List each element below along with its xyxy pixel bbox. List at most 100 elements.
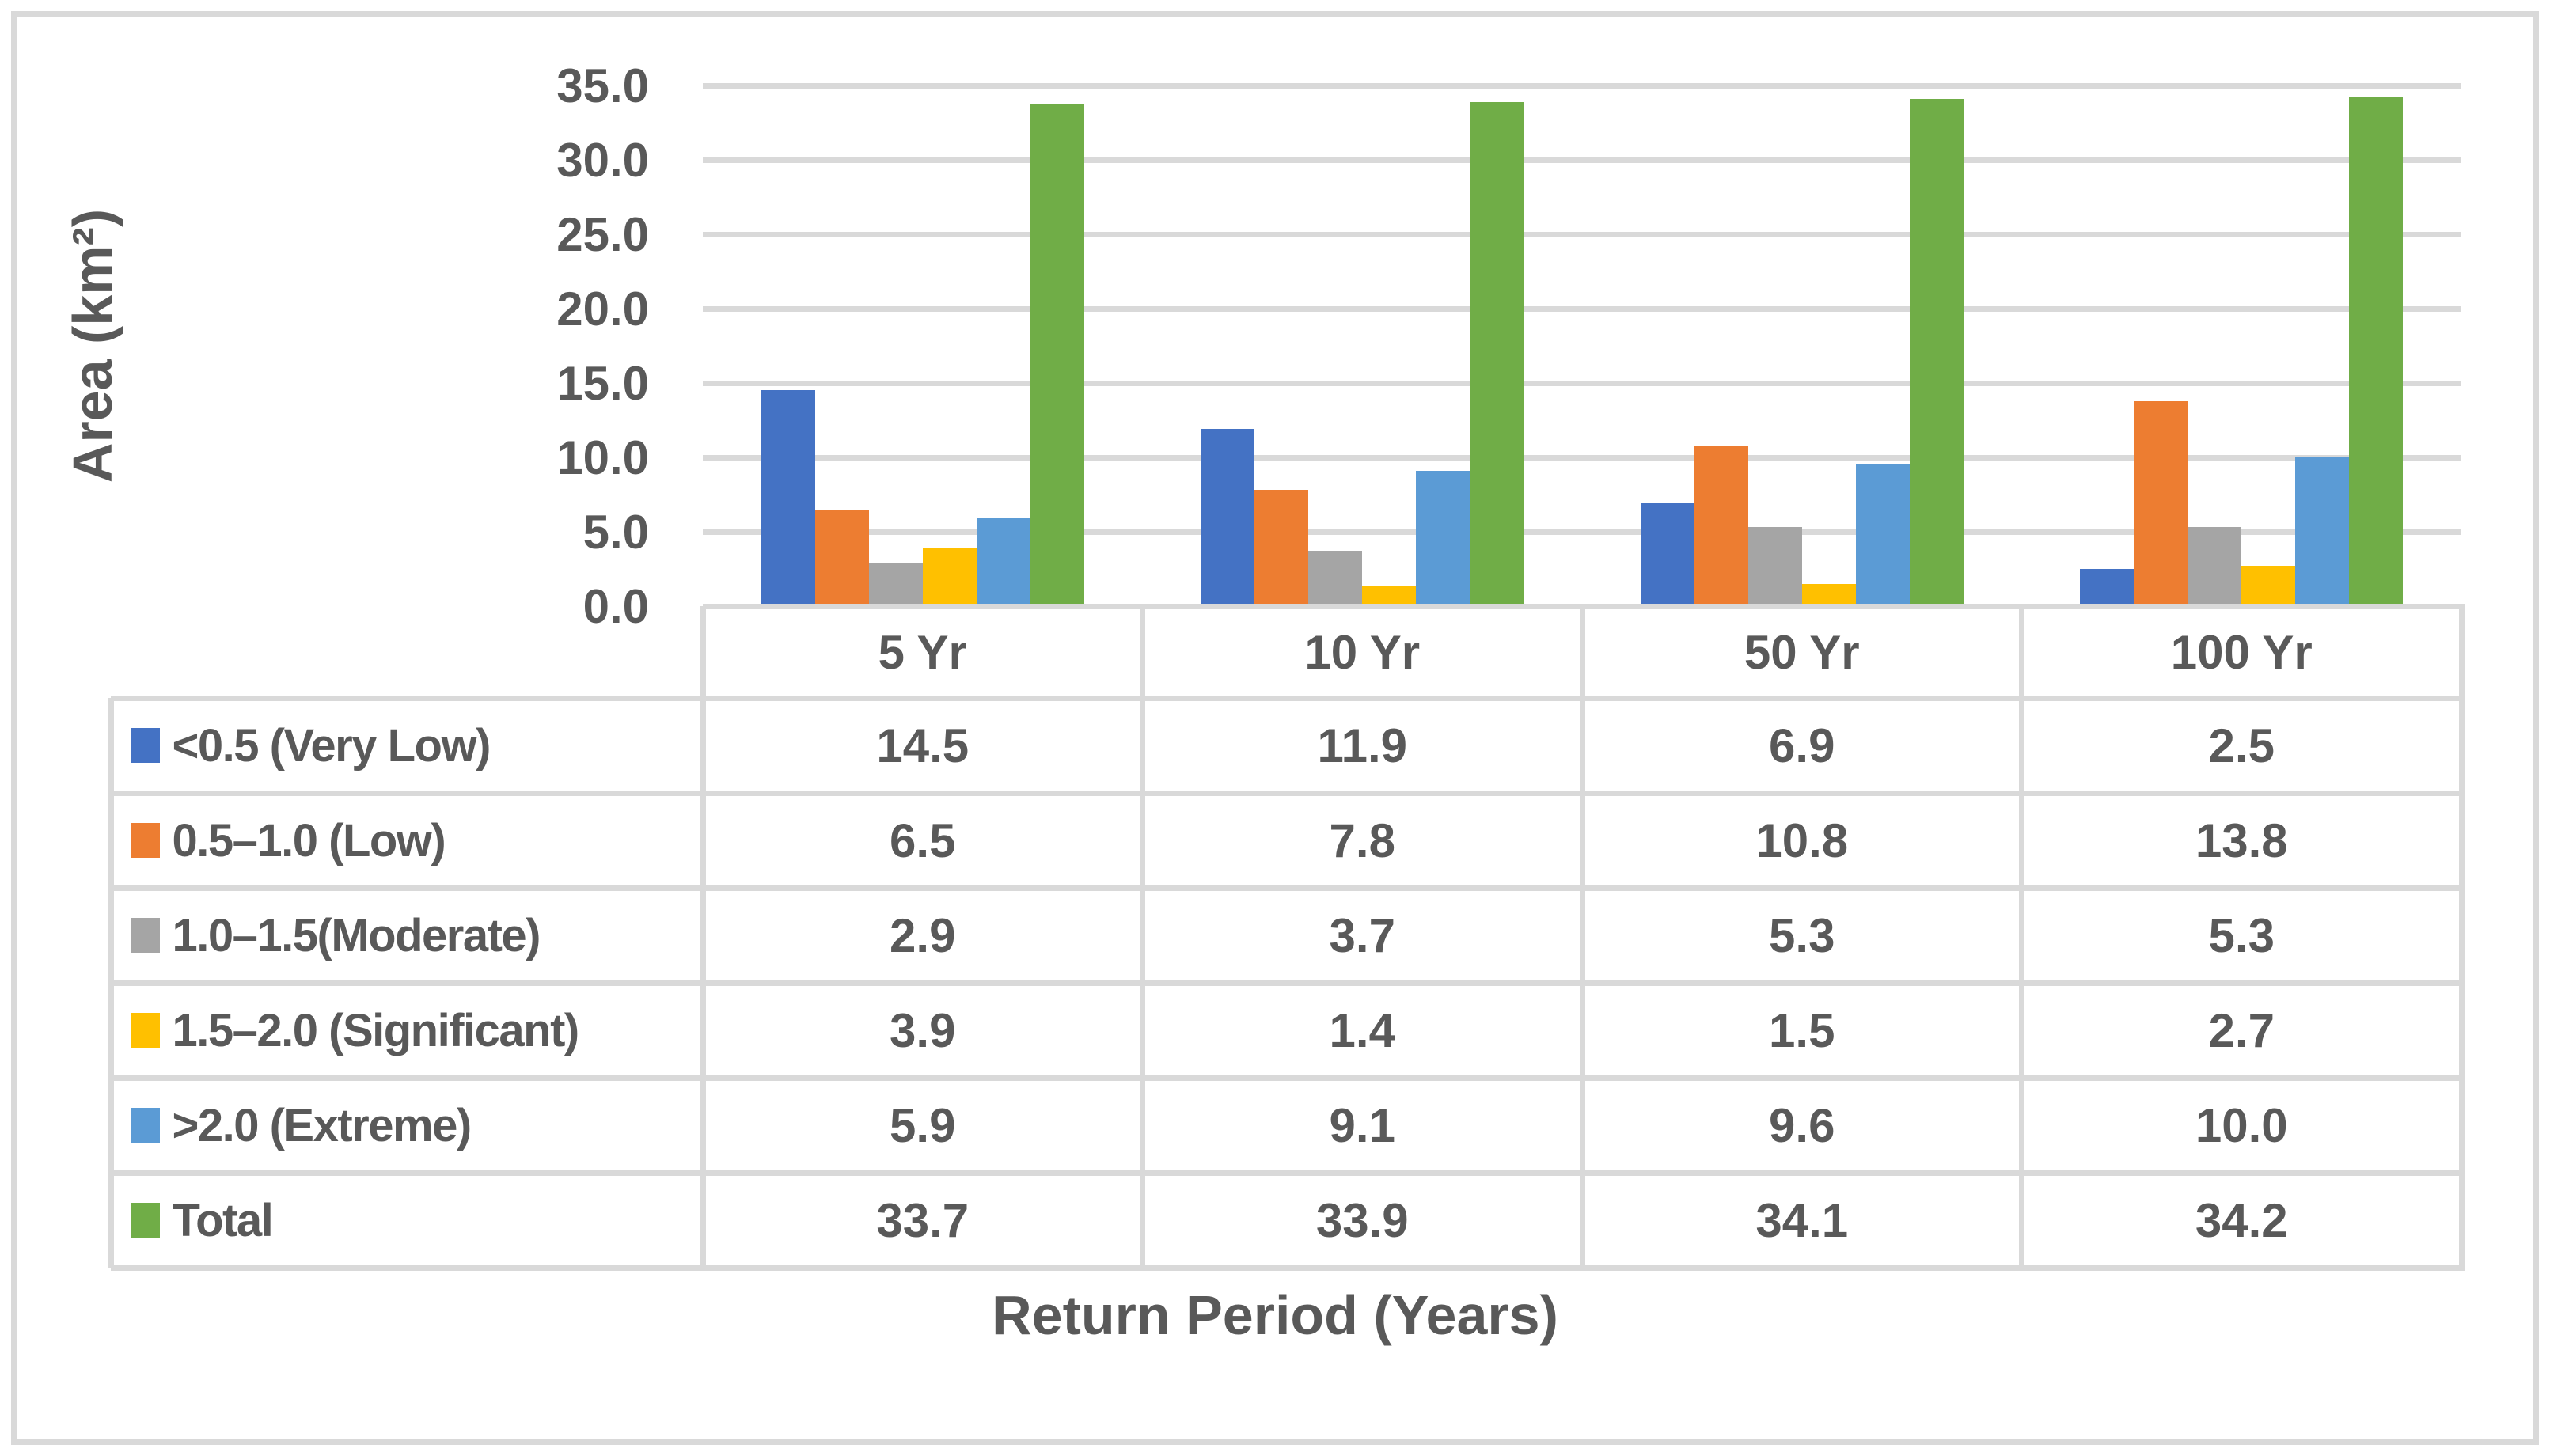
y-tick-label: 25.0: [556, 207, 649, 261]
legend-swatch: [131, 728, 160, 763]
legend-swatch: [131, 1108, 160, 1143]
table-header-cell: 5 Yr: [878, 625, 967, 679]
table-value-cell: 2.9: [890, 908, 956, 962]
bar: [1909, 98, 1964, 606]
bar: [2188, 527, 2242, 606]
figure-border: [11, 11, 2539, 1445]
legend-row: 0.5–1.0 (Low): [114, 796, 700, 885]
bar: [1855, 463, 1910, 606]
table-line: [108, 698, 114, 1268]
bar: [2241, 566, 2296, 606]
legend-swatch: [131, 1203, 160, 1238]
legend-row: <0.5 (Very Low): [114, 701, 700, 791]
y-tick-label: 10.0: [556, 430, 649, 484]
gridline: [703, 454, 2461, 461]
table-value-cell: 14.5: [876, 719, 970, 772]
y-axis-title: Area (km²): [62, 208, 123, 483]
gridline: [703, 529, 2461, 535]
bar: [1201, 429, 1255, 606]
table-value-cell: 6.9: [1769, 719, 1835, 772]
table-value-cell: 5.9: [890, 1098, 956, 1152]
bar: [976, 518, 1030, 606]
gridline: [703, 305, 2461, 312]
x-axis-title: Return Period (Years): [992, 1284, 1558, 1346]
legend-label: 1.5–2.0 (Significant): [172, 1004, 580, 1056]
table-value-cell: 2.5: [2208, 719, 2275, 772]
table-line: [2019, 606, 2024, 1268]
table-value-cell: 1.4: [1329, 1003, 1395, 1057]
table-value-cell: 3.9: [890, 1003, 956, 1057]
table-value-cell: 5.3: [2208, 908, 2275, 962]
table-line: [111, 885, 2465, 891]
legend-label: 1.0–1.5(Moderate): [172, 909, 541, 961]
legend-row: >2.0 (Extreme): [114, 1081, 700, 1170]
table-line: [2458, 606, 2465, 1268]
legend-row: 1.5–2.0 (Significant): [114, 986, 700, 1075]
table-value-cell: 9.6: [1769, 1098, 1835, 1152]
bar: [1694, 445, 1748, 606]
table-header-cell: 10 Yr: [1304, 625, 1421, 679]
gridline: [703, 380, 2461, 386]
gridline: [703, 82, 2461, 89]
bar: [2349, 97, 2404, 606]
table-header-cell: 100 Yr: [2170, 625, 2313, 679]
y-tick-label: 0.0: [582, 579, 649, 633]
bar: [1801, 583, 1856, 606]
table-value-cell: 2.7: [2208, 1003, 2275, 1057]
bar: [1470, 101, 1524, 606]
y-tick-label: 5.0: [582, 505, 649, 559]
table-header-cell: 50 Yr: [1744, 625, 1860, 679]
y-tick-label: 20.0: [556, 282, 649, 336]
table-value-cell: 33.9: [1315, 1193, 1409, 1247]
bar: [2080, 569, 2134, 606]
table-line: [1140, 606, 1145, 1268]
table-line: [1579, 606, 1585, 1268]
table-value-cell: 10.0: [2195, 1098, 2288, 1152]
table-line: [111, 1170, 2465, 1176]
table-line: [111, 1265, 2465, 1271]
bar: [1308, 551, 1363, 606]
y-tick-label: 15.0: [556, 356, 649, 410]
table-value-cell: 9.1: [1329, 1098, 1395, 1152]
bar: [2134, 400, 2188, 606]
bar: [2295, 457, 2350, 606]
legend-label: 0.5–1.0 (Low): [172, 814, 446, 866]
legend-label: Total: [172, 1194, 274, 1246]
table-value-cell: 5.3: [1769, 908, 1835, 962]
table-line: [111, 790, 2465, 796]
gridline: [703, 157, 2461, 163]
table-value-cell: 11.9: [1317, 719, 1407, 772]
table-value-cell: 33.7: [876, 1193, 970, 1247]
bar: [1254, 490, 1309, 606]
table-line: [111, 695, 2465, 701]
y-tick-label: 30.0: [556, 133, 649, 187]
bar: [1362, 585, 1417, 606]
bar: [1747, 527, 1802, 606]
bar: [1030, 104, 1084, 606]
legend-label: >2.0 (Extreme): [172, 1099, 472, 1151]
table-value-cell: 13.8: [2195, 813, 2288, 867]
legend-swatch: [131, 918, 160, 953]
legend-row: Total: [114, 1176, 700, 1265]
legend-swatch: [131, 1013, 160, 1048]
table-value-cell: 7.8: [1329, 813, 1395, 867]
bar: [814, 509, 869, 606]
bar: [761, 390, 815, 606]
bar: [868, 563, 923, 606]
table-line: [111, 980, 2465, 986]
table-value-cell: 34.2: [2195, 1193, 2288, 1247]
gridline: [703, 231, 2461, 237]
legend-swatch: [131, 823, 160, 858]
legend-row: 1.0–1.5(Moderate): [114, 891, 700, 980]
table-line: [111, 1075, 2465, 1081]
bar: [922, 548, 977, 606]
bar: [1416, 470, 1470, 606]
table-value-cell: 3.7: [1329, 908, 1395, 962]
legend-label: <0.5 (Very Low): [172, 719, 491, 772]
table-value-cell: 6.5: [890, 813, 956, 867]
table-value-cell: 34.1: [1755, 1193, 1849, 1247]
table-line: [700, 606, 706, 1268]
table-value-cell: 10.8: [1755, 813, 1849, 867]
y-tick-label: 35.0: [556, 59, 649, 112]
table-value-cell: 1.5: [1769, 1003, 1835, 1057]
